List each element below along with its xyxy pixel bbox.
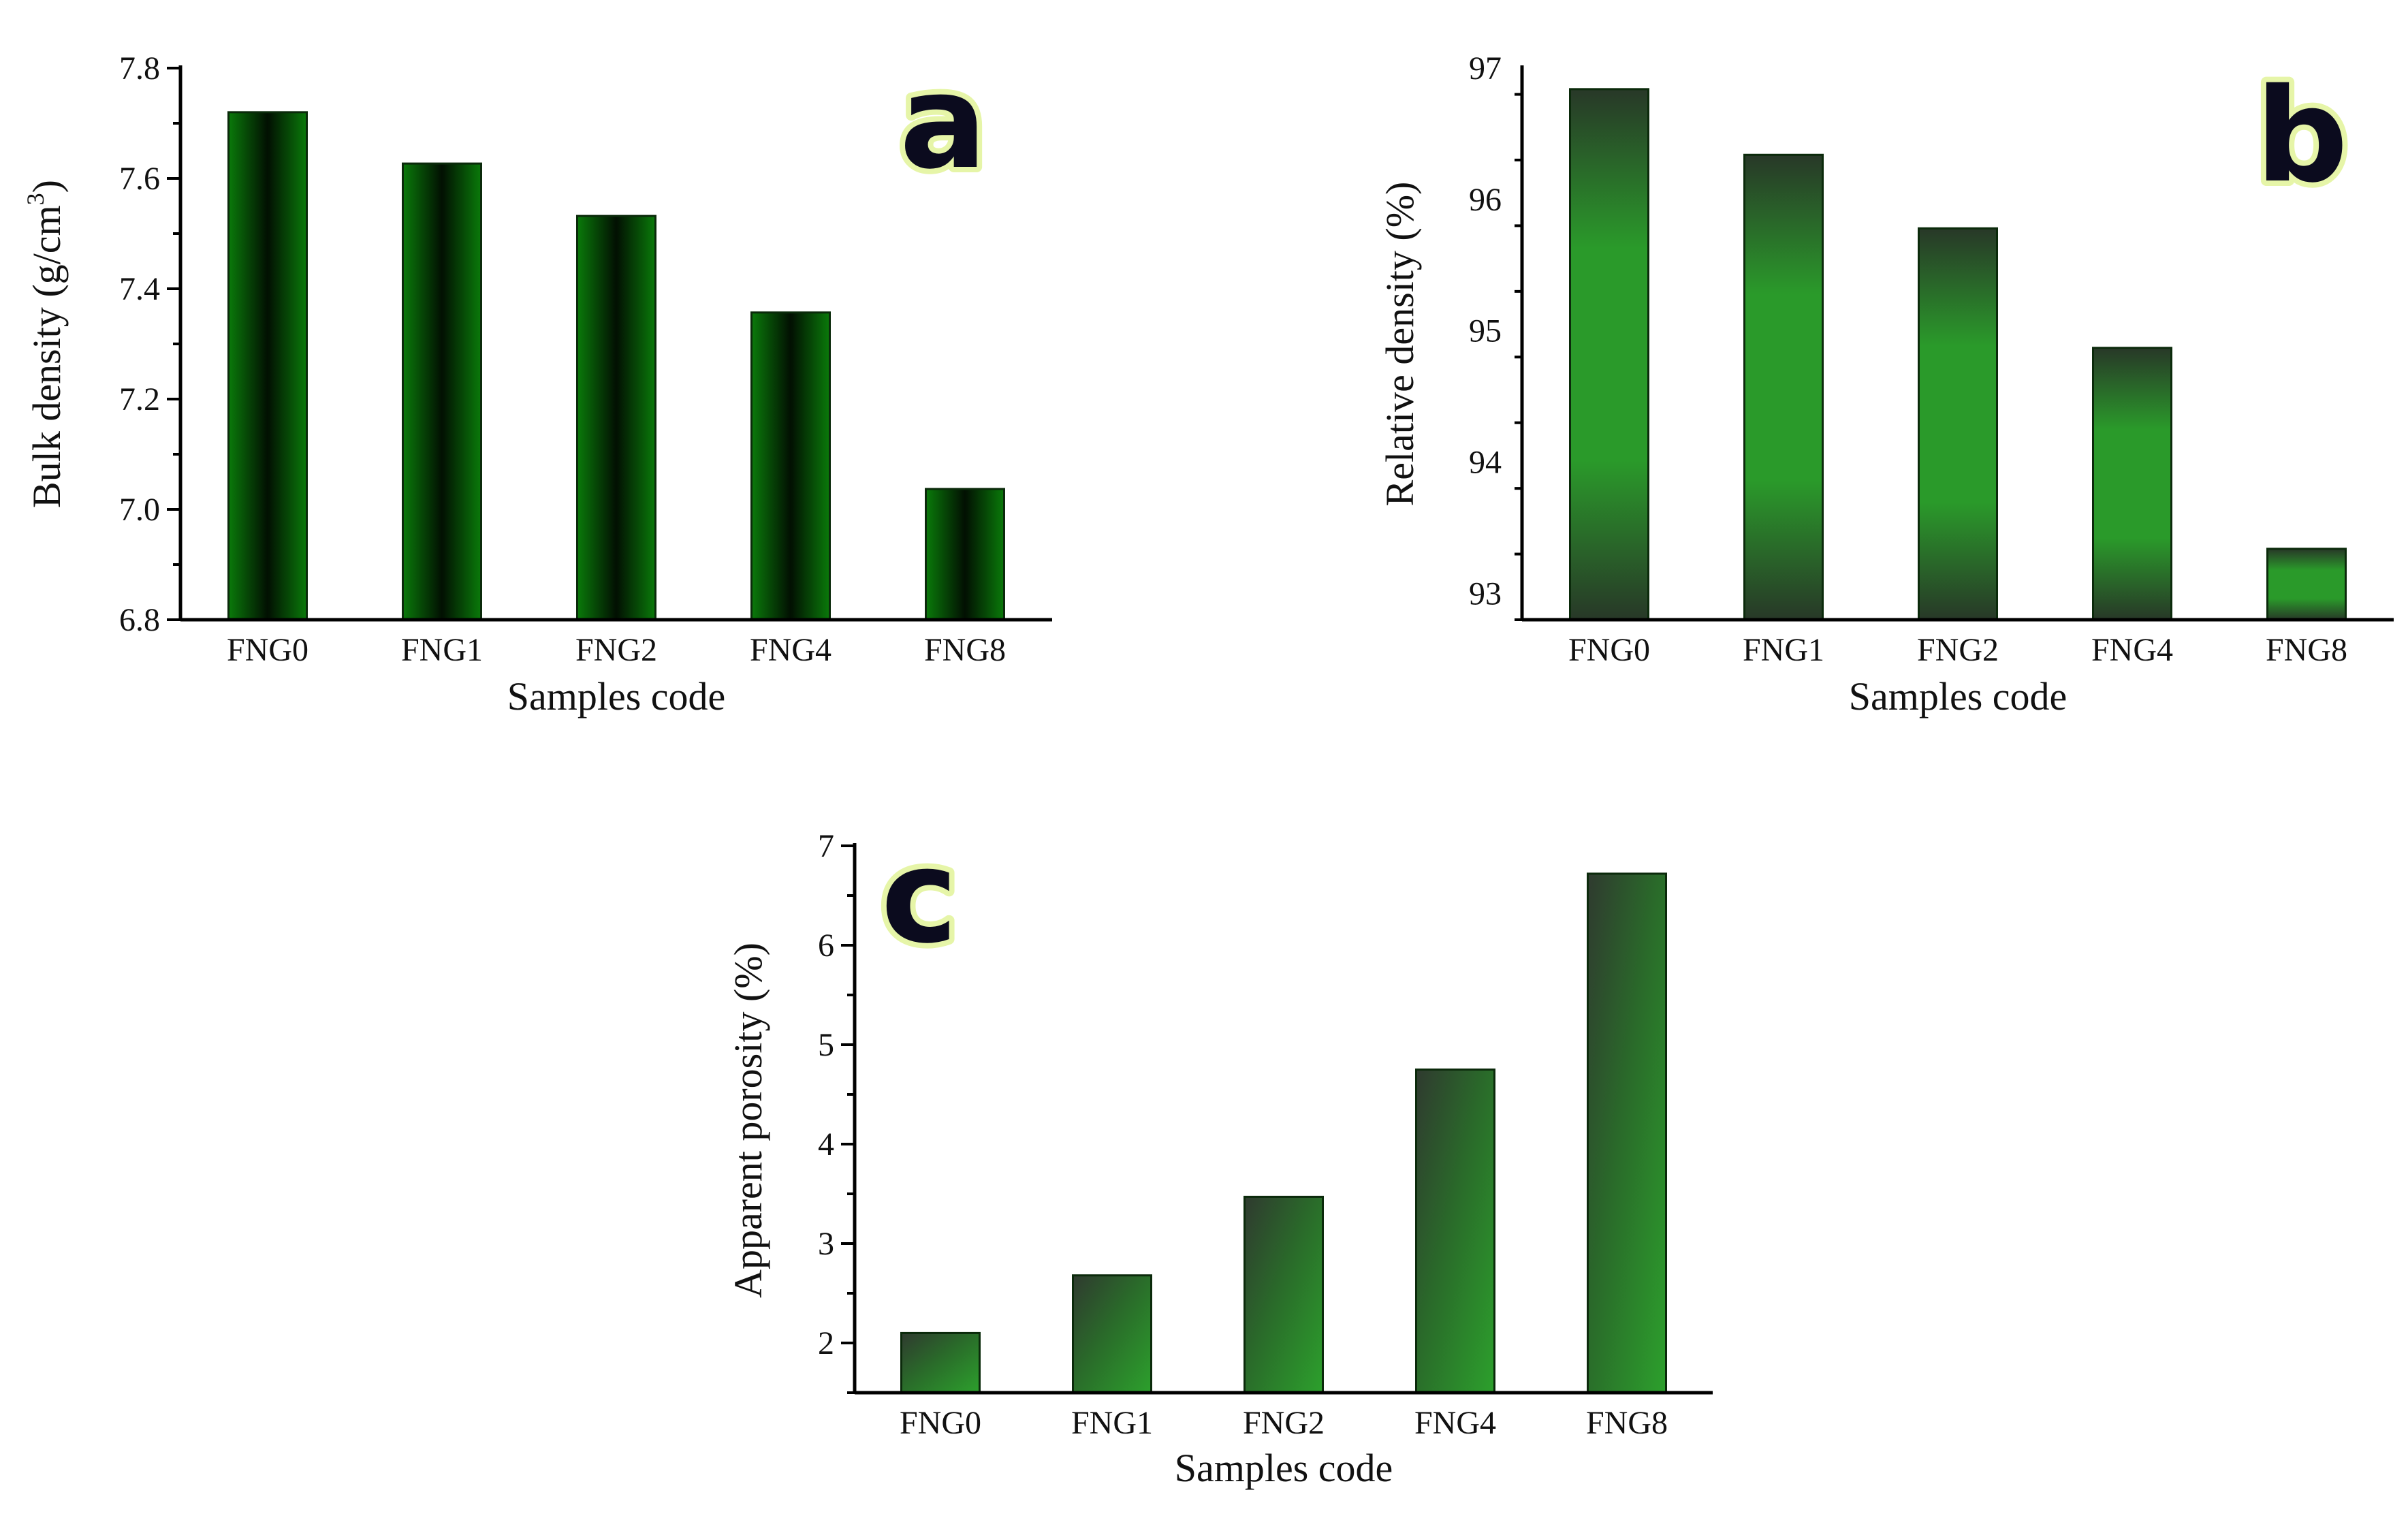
- x-axis-title-b: Samples code: [1849, 674, 2068, 718]
- x-axis-title-c: Samples code: [1175, 1446, 1393, 1490]
- y-axis-title-text: Apparent porosity (%): [726, 943, 770, 1298]
- y-tick-label-c: 4: [818, 1126, 834, 1163]
- bar-b-fng0: [1569, 88, 1649, 621]
- bar-c-fng8: [1587, 872, 1667, 1394]
- y-tick-label-a: 7.0: [119, 492, 160, 528]
- x-tick-label-a: FNG8: [924, 632, 1006, 668]
- panel-label-b: b: [2255, 61, 2348, 211]
- y-axis-title-text: Relative density (%): [1378, 182, 1422, 507]
- y-tick-label-a: 6.8: [119, 602, 160, 638]
- y-tick-label-b: 95: [1469, 313, 1502, 349]
- bar-c-fng4: [1415, 1069, 1495, 1394]
- x-tick-label-b: FNG1: [1743, 632, 1824, 668]
- y-tick-label-c: 3: [818, 1226, 834, 1262]
- x-tick-label-b: FNG4: [2091, 632, 2173, 668]
- x-tick-label-a: FNG2: [575, 632, 657, 668]
- bar-b-fng8: [2266, 548, 2347, 621]
- bar-c-fng2: [1243, 1195, 1324, 1394]
- bar-b-fng2: [1918, 227, 1998, 621]
- y-axis-title-close: ): [25, 180, 69, 193]
- y-tick-label-b: 96: [1469, 182, 1502, 218]
- y-tick-label-b: 97: [1469, 50, 1502, 86]
- bar-c-fng1: [1072, 1274, 1152, 1394]
- panel-label-c: c: [881, 821, 958, 972]
- y-tick-label-c: 7: [818, 828, 834, 864]
- x-tick-label-c: FNG0: [900, 1405, 981, 1441]
- bar-a-fng8: [925, 488, 1005, 621]
- bar-c-fng0: [900, 1331, 981, 1394]
- y-tick-label-a: 7.8: [119, 50, 160, 86]
- panel-label-a: a: [900, 47, 987, 197]
- chart-panel-a: 6.8 7.0 7.2 7.4 7.6 7.8 FNG0 FNG1 FNG2 FNG4 FNG8 Sa…: [22, 42, 1052, 718]
- y-axis-title-a: Bulk density (g/cm3): [22, 180, 69, 508]
- bar-b-fng4: [2092, 347, 2172, 621]
- y-tick-label-c: 6: [818, 928, 834, 964]
- y-tick-label-a: 7.2: [119, 381, 160, 417]
- x-tick-label-a: FNG0: [227, 632, 308, 668]
- y-axis-title-text: Bulk density (g/cm: [25, 205, 69, 508]
- y-tick-label-c: 5: [818, 1027, 834, 1063]
- x-tick-label-b: FNG8: [2266, 632, 2347, 668]
- chart-panel-c: 2 3 4 5 6 7 FNG0 FNG1 FNG2 FNG4 FNG8 Samples code Ap…: [726, 816, 1713, 1490]
- y-axis-title-c: Apparent porosity (%): [726, 943, 770, 1298]
- bar-a-fng1: [402, 162, 482, 621]
- bar-b-fng1: [1743, 153, 1824, 621]
- y-tick-label-c: 2: [818, 1325, 834, 1361]
- x-tick-label-c: FNG4: [1414, 1405, 1496, 1441]
- bar-a-fng4: [750, 311, 831, 621]
- x-tick-label-c: FNG1: [1071, 1405, 1153, 1441]
- bar-a-fng2: [576, 215, 656, 621]
- x-tick-label-c: FNG2: [1243, 1405, 1325, 1441]
- x-tick-label-a: FNG1: [401, 632, 483, 668]
- x-tick-label-c: FNG8: [1586, 1405, 1668, 1441]
- x-tick-label-a: FNG4: [750, 632, 831, 668]
- y-axis-title-b: Relative density (%): [1378, 182, 1422, 507]
- y-tick-label-a: 7.6: [119, 161, 160, 197]
- bar-a-fng0: [227, 111, 308, 621]
- x-tick-label-b: FNG2: [1917, 632, 1999, 668]
- chart-panel-b: 93 94 95 96 97 FNG0 FNG1 FNG2 FNG4 FNG8 Samples co…: [1378, 50, 2394, 718]
- y-tick-label-a: 7.4: [119, 271, 160, 307]
- y-axis-title-superscript: 3: [22, 193, 49, 205]
- y-tick-label-b: 93: [1469, 575, 1502, 612]
- y-tick-label-b: 94: [1469, 445, 1502, 481]
- x-tick-label-b: FNG0: [1568, 632, 1650, 668]
- x-axis-title-a: Samples code: [507, 674, 726, 718]
